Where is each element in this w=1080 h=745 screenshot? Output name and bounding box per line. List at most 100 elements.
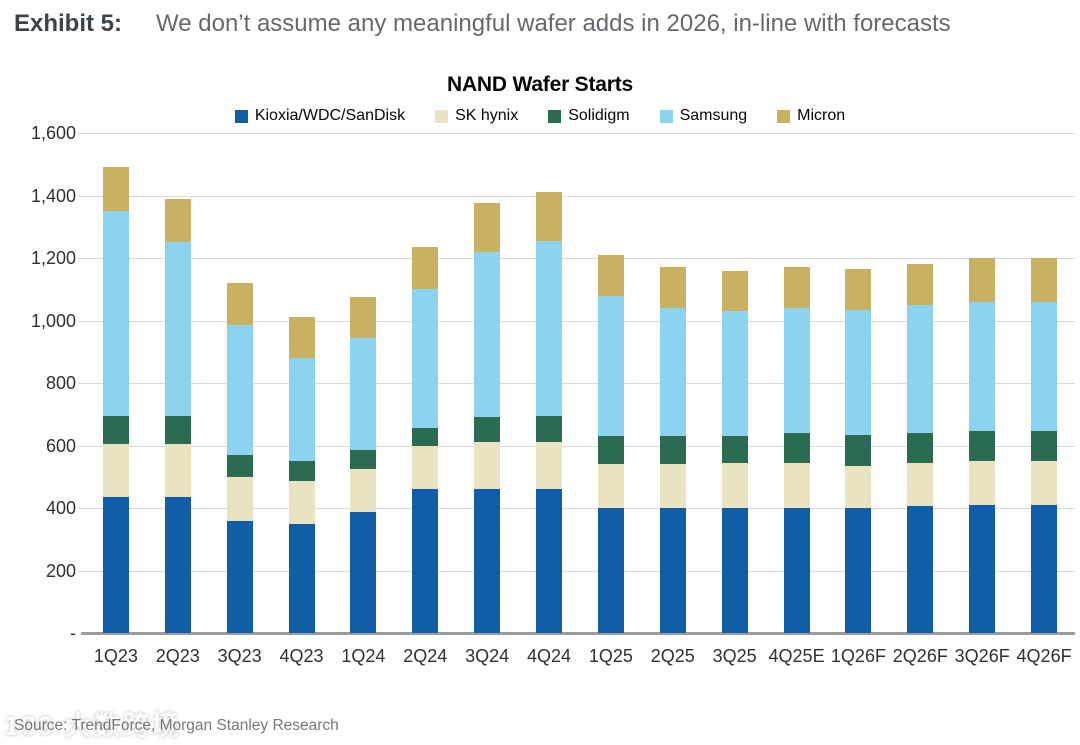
gridline <box>78 133 1075 134</box>
bar-segment-micron <box>597 254 624 296</box>
stacked-bar-1q25 <box>597 254 624 633</box>
bar-segment-samsung <box>721 311 748 437</box>
bar-segment-sk-hynix <box>969 461 996 505</box>
x-axis-tick-label: 3Q24 <box>465 646 510 666</box>
legend-swatch-icon <box>548 109 562 123</box>
bar-segment-samsung <box>845 309 872 435</box>
gridline <box>78 570 1075 572</box>
bar-segment-solidigm <box>536 415 563 443</box>
stacked-bar-4q24 <box>536 192 563 633</box>
y-axis-tick-label: 600 <box>45 435 76 456</box>
y-axis-tick-label: 1,200 <box>30 248 76 268</box>
bar-segment-solidigm <box>288 461 315 482</box>
x-axis-tick-label: 1Q26F <box>830 646 886 666</box>
x-axis-tick-label: 1Q25 <box>588 646 633 666</box>
y-axis-tick-label: 1,600 <box>30 123 76 143</box>
gridline <box>78 320 1075 322</box>
bar-segment-sk-hynix <box>907 462 934 507</box>
bar-segment-solidigm <box>597 436 624 465</box>
bar-segment-solidigm <box>412 428 439 446</box>
exhibit-header: Exhibit 5: We don’t assume any meaningful… <box>14 10 1072 38</box>
bar-segment-solidigm <box>226 454 253 477</box>
legend-label: Samsung <box>679 107 748 124</box>
stacked-bar-2q26f <box>907 264 934 633</box>
bar-segment-kioxia-wdc-sandisk <box>164 497 191 633</box>
bar-segment-micron <box>412 247 439 290</box>
legend-item-micron: Micron <box>777 107 845 125</box>
stacked-bar-1q24 <box>350 297 377 633</box>
x-axis-baseline <box>81 632 1075 635</box>
stacked-bar-2q24 <box>412 247 439 633</box>
gridline <box>78 508 1075 509</box>
bar-segment-kioxia-wdc-sandisk <box>288 523 315 633</box>
gridline <box>78 195 1075 197</box>
bar-segment-sk-hynix <box>412 445 439 490</box>
stacked-bar-4q26f <box>1031 258 1058 633</box>
x-axis-tick-label: 2Q25 <box>650 646 695 666</box>
bar-segment-micron <box>1031 258 1058 302</box>
y-axis-tick-label: 800 <box>45 373 76 393</box>
bar-segment-micron <box>969 258 996 302</box>
bar-segment-micron <box>907 264 934 305</box>
legend-label: Kioxia/WDC/SanDisk <box>254 107 406 124</box>
x-axis-tick-label: 4Q23 <box>279 646 324 666</box>
x-axis-tick-label: 1Q23 <box>93 646 138 666</box>
chart-legend: Kioxia/WDC/SanDisk SK hynix Solidigm Samsun… <box>0 107 1080 125</box>
bar-segment-sk-hynix <box>102 443 129 498</box>
bar-segment-micron <box>659 267 686 308</box>
bar-segment-kioxia-wdc-sandisk <box>536 489 563 633</box>
bar-segment-micron <box>783 267 810 308</box>
bar-segment-kioxia-wdc-sandisk <box>102 497 129 633</box>
y-axis-tick-label: 1,400 <box>30 185 76 206</box>
bar-segment-samsung <box>350 337 377 451</box>
bar-segment-sk-hynix <box>659 464 686 508</box>
stacked-bar-3q26f <box>969 258 996 633</box>
x-axis-tick-label: 3Q23 <box>217 646 262 666</box>
bar-segment-solidigm <box>102 415 129 444</box>
y-axis-tick-label: - <box>70 623 76 643</box>
chart-title: NAND Wafer Starts <box>446 73 634 96</box>
bar-segment-micron <box>536 192 563 241</box>
bar-segment-sk-hynix <box>474 442 501 490</box>
bar-segment-samsung <box>474 251 501 418</box>
bar-segment-samsung <box>102 211 129 416</box>
bar-segment-sk-hynix <box>1031 461 1058 505</box>
bar-segment-kioxia-wdc-sandisk <box>659 508 686 633</box>
bar-segment-samsung <box>412 289 439 429</box>
stacked-bar-3q25 <box>721 270 748 633</box>
x-axis-tick-label: 4Q25E <box>768 646 825 666</box>
stacked-bar-4q23 <box>288 317 315 633</box>
x-axis-tick-label: 2Q23 <box>155 646 200 666</box>
bar-segment-kioxia-wdc-sandisk <box>721 508 748 633</box>
bar-segment-sk-hynix <box>845 465 872 508</box>
bar-segment-kioxia-wdc-sandisk <box>474 489 501 633</box>
bar-segment-micron <box>226 283 253 326</box>
bar-segment-kioxia-wdc-sandisk <box>969 504 996 633</box>
bar-segment-micron <box>845 268 872 310</box>
bar-segment-micron <box>164 198 191 243</box>
stacked-bar-2q25 <box>659 267 686 633</box>
source-text: Source: TrendForce, Morgan Stanley Resea… <box>14 717 339 734</box>
bar-segment-sk-hynix <box>226 476 253 521</box>
bar-segment-sk-hynix <box>350 468 377 512</box>
legend-swatch-icon <box>234 109 248 123</box>
bar-segment-kioxia-wdc-sandisk <box>597 508 624 633</box>
legend-item-sk-hynix: SK hynix <box>435 107 518 125</box>
legend-swatch-icon <box>659 109 673 123</box>
bar-segment-sk-hynix <box>783 462 810 508</box>
bar-segment-kioxia-wdc-sandisk <box>226 520 253 633</box>
stacked-bar-2q23 <box>164 198 191 633</box>
stacked-bar-4q25e <box>783 267 810 633</box>
legend-swatch-icon <box>435 109 449 123</box>
bar-segment-kioxia-wdc-sandisk <box>350 511 377 633</box>
bar-segment-kioxia-wdc-sandisk <box>845 508 872 633</box>
x-axis-tick-label: 4Q26F <box>1016 646 1072 666</box>
exhibit-label: Exhibit 5: <box>14 10 123 37</box>
legend-label: Micron <box>797 107 846 124</box>
x-axis-tick-label: 3Q26F <box>954 646 1010 666</box>
bar-segment-samsung <box>164 242 191 416</box>
bar-segment-micron <box>474 203 501 252</box>
x-axis-tick-label: 4Q24 <box>527 646 572 666</box>
bar-segment-sk-hynix <box>597 464 624 508</box>
